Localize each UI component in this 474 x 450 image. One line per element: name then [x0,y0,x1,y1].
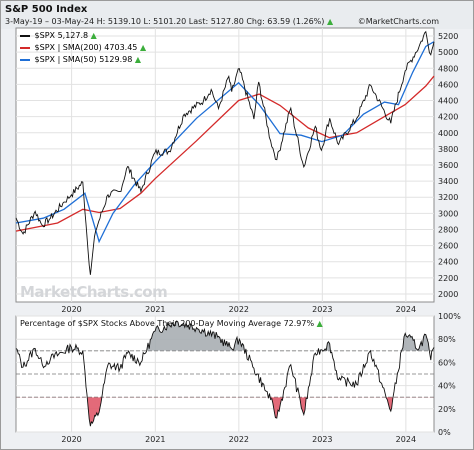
price-y-tick-label: 3600 [438,161,458,170]
breadth-overbought-fill [16,321,434,351]
breadth-y-tick-label: 80% [438,335,456,344]
legend-label-price: $SPX 5,127.8 [34,31,89,40]
price-x-tick-label: 2023 [312,305,332,314]
price-y-tick-label: 2200 [438,274,458,283]
breadth-y-tick-label: 0% [438,428,451,437]
breadth-x-tick-label: 2022 [229,435,249,444]
price-y-tick-label: 4600 [438,80,458,89]
chart-title: S&P 500 Index [5,4,88,15]
price-y-tick-label: 2400 [438,258,458,267]
price-y-tick-label: 4200 [438,113,458,122]
price-x-tick-label: 2024 [396,305,416,314]
legend-label-sma50: $SPX | SMA(50) 5129.98 [34,55,133,64]
price-x-tick-label: 2021 [145,305,165,314]
price-y-tick-label: 4800 [438,64,458,73]
breadth-x-tick-label: 2024 [396,435,416,444]
price-y-tick-label: 4400 [438,97,458,106]
breadth-line [15,320,435,427]
breadth-title-text: Percentage of $SPX Stocks Above Their 20… [20,319,315,328]
sma50-line [15,41,435,244]
brand-label: ©MarketCharts.com [357,17,439,26]
price-y-tick-label: 5200 [438,32,458,41]
price-y-tick-label: 3000 [438,209,458,218]
price-x-tick-label: 2022 [229,305,249,314]
price-y-tick-label: 3200 [438,193,458,202]
legend-item-price: $SPX 5,127.8 ▲ [20,30,146,42]
legend: $SPX 5,127.8 ▲ $SPX | SMA(200) 4703.45 ▲… [20,30,146,66]
price-y-tick-label: 2000 [438,290,458,299]
up-arrow-icon: ▲ [316,319,323,328]
price-info-line: 3-May-19 – 03-May-24 H: 5139.10 L: 5101.… [5,17,333,26]
breadth-x-tick-label: 2021 [145,435,165,444]
legend-item-sma50: $SPX | SMA(50) 5129.98 ▲ [20,54,146,66]
breadth-y-tick-label: 60% [438,358,456,367]
breadth-y-tick-label: 40% [438,382,456,391]
breadth-y-tick-label: 20% [438,405,456,414]
price-info-text: 3-May-19 – 03-May-24 H: 5139.10 L: 5101.… [5,17,325,26]
watermark-logo: MarketCharts.com [20,283,168,301]
breadth-panel-title: Percentage of $SPX Stocks Above Their 20… [20,319,323,328]
legend-item-sma200: $SPX | SMA(200) 4703.45 ▲ [20,42,146,54]
spx-price-line [15,30,435,275]
up-arrow-icon: ▲ [139,43,147,52]
sma200-line [15,75,435,232]
price-x-tick-label: 2020 [61,305,81,314]
breadth-x-tick-label: 2020 [61,435,81,444]
up-arrow-icon: ▲ [90,31,97,40]
legend-label-sma200: $SPX | SMA(200) 4703.45 [34,43,138,52]
legend-swatch-sma50 [20,58,30,61]
price-y-tick-label: 2600 [438,242,458,251]
up-arrow-icon: ▲ [326,17,334,26]
legend-swatch-sma200 [20,46,30,49]
price-y-tick-label: 4000 [438,129,458,138]
breadth-y-tick-label: 100% [438,312,461,321]
header-bar: S&P 500 Index 3-May-19 – 03-May-24 H: 51… [1,1,473,29]
legend-swatch-price [20,34,30,37]
price-y-tick-label: 5000 [438,48,458,57]
breadth-x-tick-label: 2023 [312,435,332,444]
price-y-tick-label: 2800 [438,225,458,234]
up-arrow-icon: ▲ [134,55,142,64]
price-y-tick-label: 3800 [438,145,458,154]
price-y-tick-label: 3400 [438,177,458,186]
